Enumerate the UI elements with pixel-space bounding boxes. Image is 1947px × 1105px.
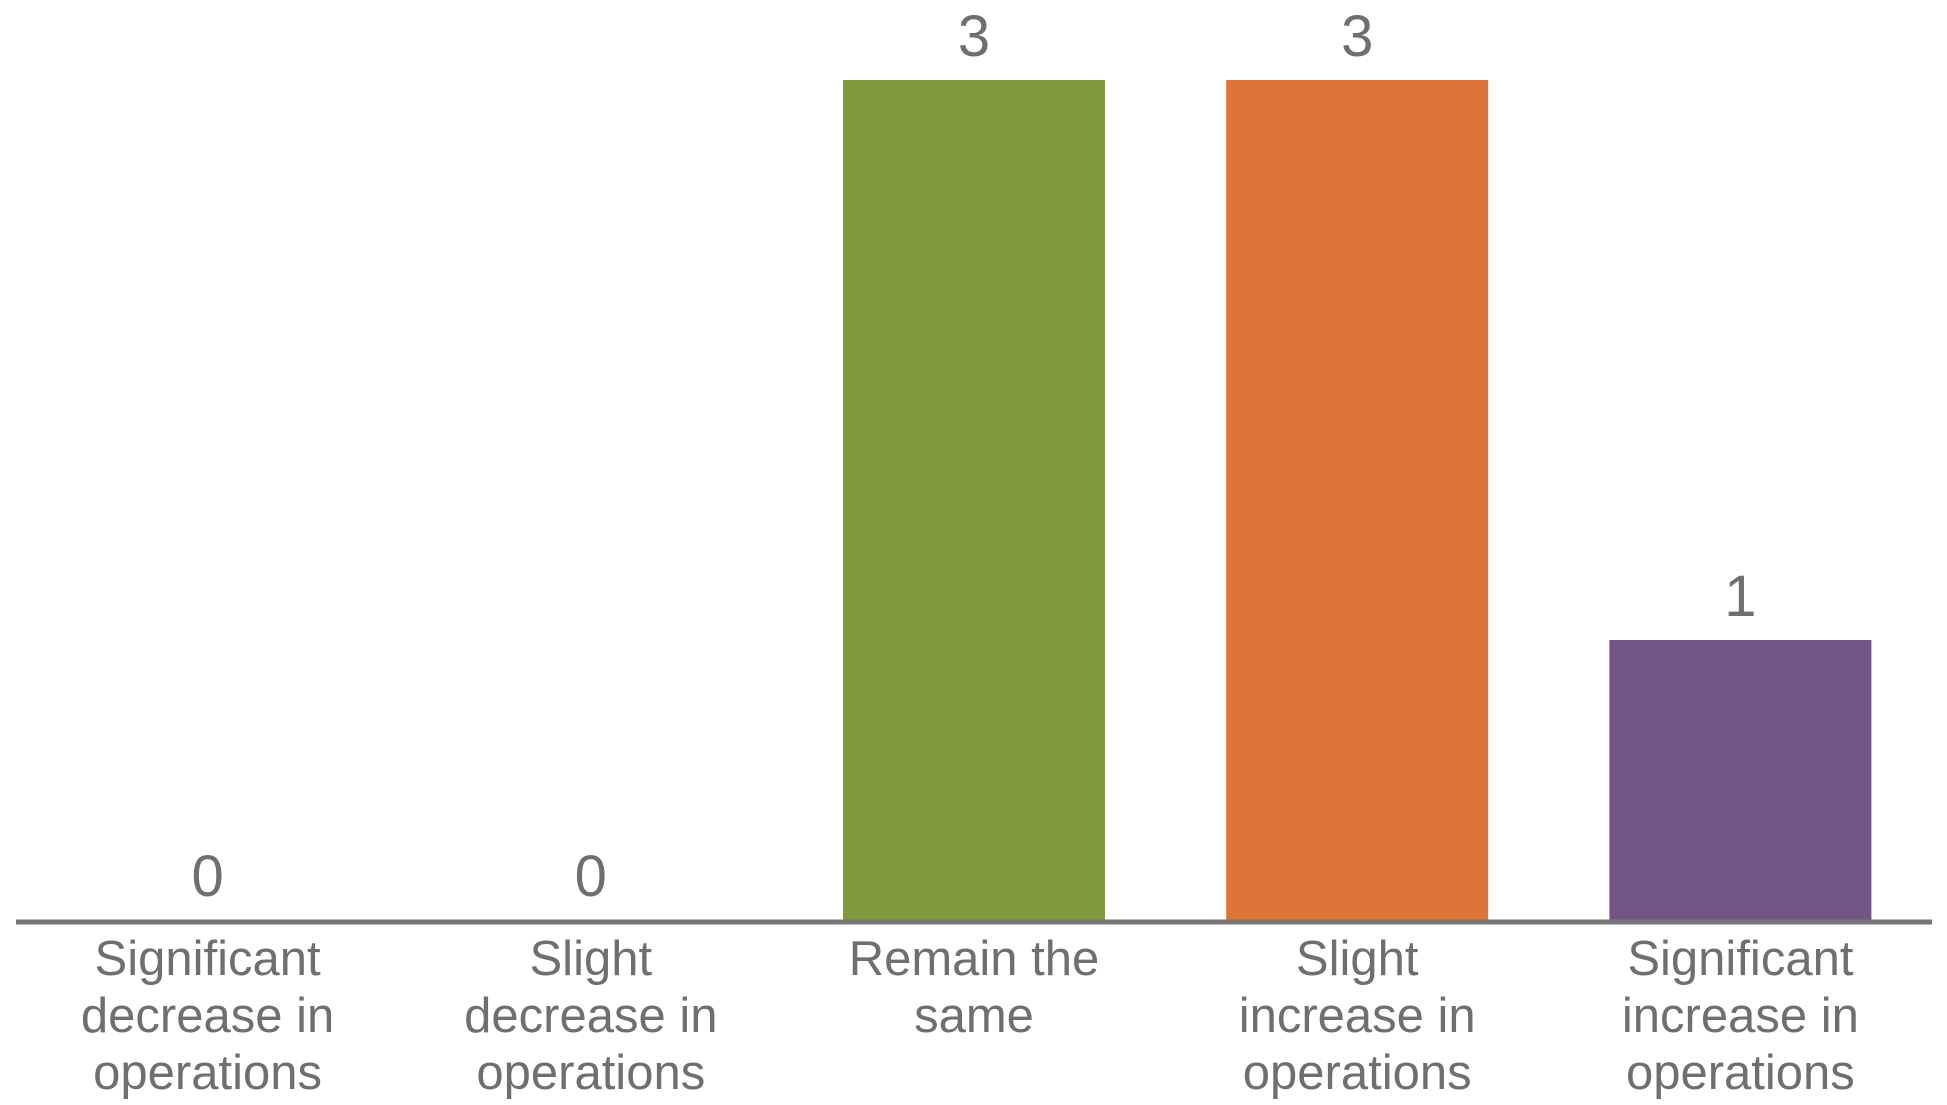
category-label-line: increase in [1622,989,1859,1043]
category-label-line: operations [93,1046,322,1100]
bar-remain-the-same [843,80,1105,920]
value-label-significant-increase-in-operations: 1 [1724,564,1756,629]
category-label-slight-decrease-in-operations: Slight decrease in operations [464,932,717,1100]
category-label-line: same [914,989,1034,1043]
category-label-line: Remain the [849,932,1100,986]
category-label-line: Significant [95,932,321,986]
value-labels-layer: 0 0 3 3 1 [191,4,1756,909]
category-label-line: operations [1626,1046,1855,1100]
category-label-line: operations [1243,1046,1472,1100]
bar-slight-increase-in-operations [1226,80,1489,920]
category-label-line: increase in [1239,989,1476,1043]
category-label-remain-the-same: Remain the same [849,932,1100,1043]
category-label-line: decrease in [464,989,717,1043]
value-label-significant-decrease-in-operations: 0 [191,844,223,909]
value-label-slight-decrease-in-operations: 0 [575,844,607,909]
value-label-slight-increase-in-operations: 3 [1341,4,1373,69]
category-label-line: operations [476,1046,705,1100]
category-label-line: Significant [1627,932,1853,986]
category-label-line: Slight [530,932,653,986]
category-label-line: decrease in [81,989,334,1043]
category-label-slight-increase-in-operations: Slight increase in operations [1239,932,1476,1100]
category-label-line: Slight [1296,932,1419,986]
value-label-remain-the-same: 3 [958,4,990,69]
category-label-significant-decrease-in-operations: Significant decrease in operations [81,932,334,1100]
bar-significant-increase-in-operations [1609,640,1872,920]
bars-layer [843,80,1872,920]
category-label-significant-increase-in-operations: Significant increase in operations [1622,932,1859,1100]
